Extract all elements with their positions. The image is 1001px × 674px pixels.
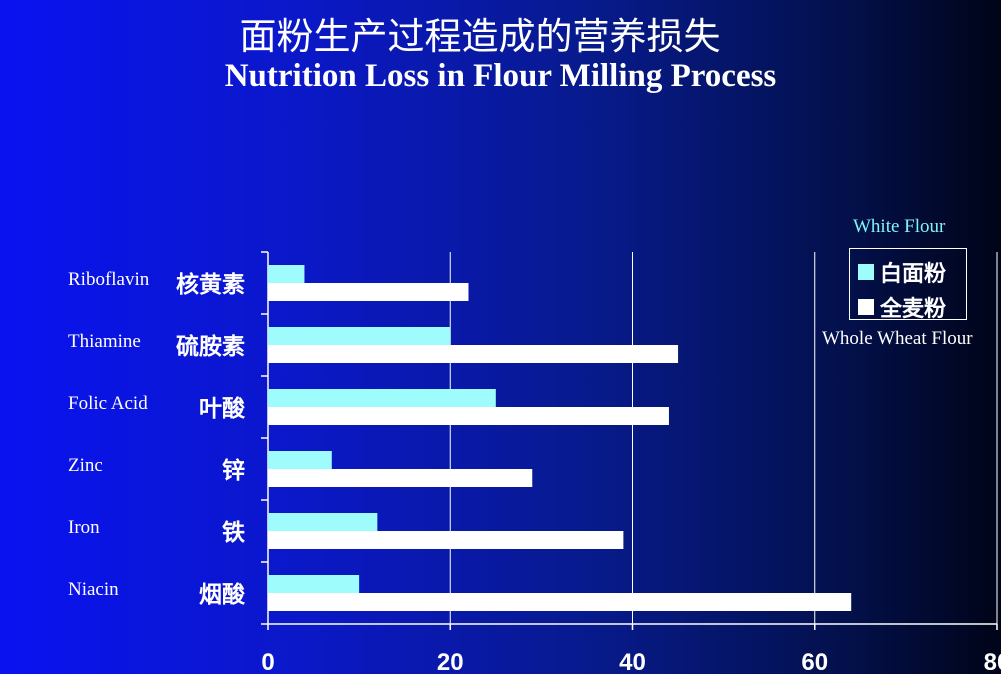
bar-thiamine-series-0 [268,327,451,345]
category-label-cn-zinc: 锌 [222,458,245,484]
category-label-en-folic-acid: Folic Acid [68,393,148,414]
x-tick-label-0: 0 [261,649,274,674]
chart-subtitle: Nutrition Loss in Flour Milling Process [224,58,777,94]
chart-title: 面粉生产过程造成的营养损失 [239,15,721,58]
x-tick-label-40: 40 [619,649,646,674]
legend-swatch-white-flour [858,264,874,280]
legend-note-whole-wheat: Whole Wheat Flour [822,328,973,349]
bar-niacin-series-1 [268,593,852,611]
bar-riboflavin-series-0 [268,265,305,283]
legend: 白面粉 全麦粉 [849,248,967,322]
bar-riboflavin-series-1 [268,283,469,301]
bar-zinc-series-1 [268,469,533,487]
bar-niacin-series-0 [268,575,360,593]
bar-folic-acid-series-0 [268,389,496,407]
category-label-cn-folic-acid: 叶酸 [199,396,246,422]
category-label-en-niacin: Niacin [68,579,119,600]
category-label-cn-niacin: 烟酸 [199,582,246,608]
category-label-en-zinc: Zinc [68,455,103,476]
x-tick-label-80: 80 [984,649,1001,674]
category-label-en-thiamine: Thiamine [68,331,141,352]
bar-iron-series-1 [268,531,624,549]
bar-iron-series-0 [268,513,378,531]
legend-note-white-flour: White Flour [853,216,946,237]
category-label-en-riboflavin: Riboflavin [68,269,150,290]
bar-thiamine-series-1 [268,345,679,363]
category-label-cn-thiamine: 硫胺素 [176,333,245,360]
legend-label-whole-wheat: 全麦粉 [880,297,947,322]
x-tick-label-20: 20 [437,649,464,674]
legend-label-white-flour: 白面粉 [880,262,947,287]
category-label-cn-riboflavin: 核黄素 [176,271,245,298]
x-tick-label-60: 60 [801,649,828,674]
legend-item-whole-wheat: 全麦粉 [858,292,946,322]
legend-swatch-whole-wheat [858,299,874,315]
category-label-cn-iron: 铁 [222,520,245,546]
category-label-en-iron: Iron [68,517,100,538]
legend-item-white-flour: 白面粉 [858,257,946,287]
bar-folic-acid-series-1 [268,407,669,425]
bar-zinc-series-0 [268,451,332,469]
